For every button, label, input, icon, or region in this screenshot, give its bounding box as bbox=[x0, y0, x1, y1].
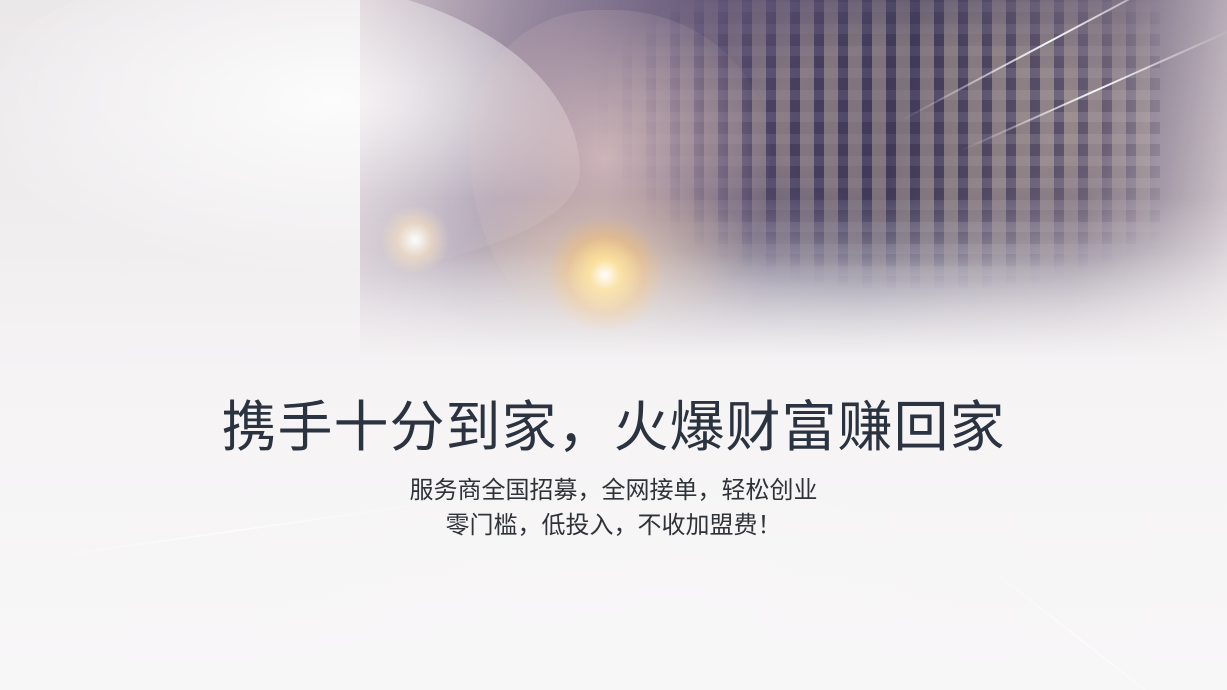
banner-subline-1: 服务商全国招募，全网接单，轻松创业 bbox=[409, 476, 818, 504]
banner-headline: 携手十分到家，火爆财富赚回家 bbox=[221, 395, 1006, 459]
white-fade-overlay bbox=[0, 250, 1227, 690]
banner-subline-2: 零门槛，低投入，不收加盟费！ bbox=[445, 511, 782, 539]
